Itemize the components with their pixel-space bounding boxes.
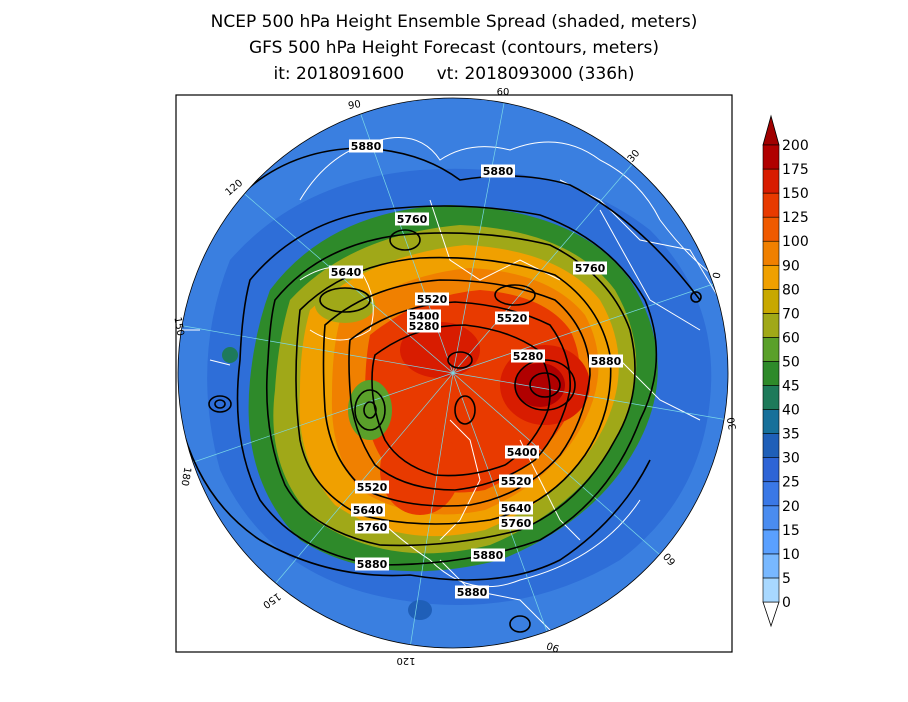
hemisphere-boundary <box>177 97 729 649</box>
colorbar-swatch <box>762 168 780 194</box>
colorbar-tick-label: 15 <box>782 523 800 539</box>
colorbar-swatch <box>762 553 780 579</box>
colorbar-tick-label: 60 <box>782 330 800 346</box>
contour-label: 5760 <box>501 517 532 530</box>
colorbar-tick-label: 45 <box>782 379 800 395</box>
contour-label-box <box>329 265 363 279</box>
colorbar-tick-label: 90 <box>782 258 800 274</box>
title-line-3: it: 2018091600 vt: 2018093000 (336h) <box>273 64 635 84</box>
colorbar-tick-label: 35 <box>782 427 800 443</box>
contour-label-layer: 5880 5880 5760 5640 5760 5520 5400 5280 5520 5280… <box>329 139 623 599</box>
colorbar-tick-label: 80 <box>782 282 800 298</box>
height-contours <box>179 147 702 633</box>
colorbar-tick-label: 50 <box>782 354 800 370</box>
contour-label-box <box>511 349 545 363</box>
contour-label-box <box>407 309 441 323</box>
longitude-label: 150 <box>171 316 185 337</box>
contour-label: 5640 <box>331 266 362 279</box>
longitude-label: 60 <box>497 87 510 98</box>
colorbar-swatch <box>762 505 780 531</box>
contour-label-box <box>495 311 529 325</box>
longitude-label: 90 <box>347 99 361 112</box>
contour-label-box <box>499 474 533 488</box>
contour-label-box <box>395 212 429 226</box>
colorbar-tick-label: 150 <box>782 186 809 202</box>
contour-label: 5760 <box>575 262 606 275</box>
colorbar-tick-label: 70 <box>782 306 800 322</box>
colorbar-swatch <box>762 481 780 507</box>
contour-label-box <box>355 520 389 534</box>
colorbar-tick-label: 30 <box>782 451 800 467</box>
longitude-label: 180 <box>178 466 192 487</box>
contour-label-box <box>351 503 385 517</box>
colorbar-swatch <box>762 216 780 242</box>
colorbar-swatch <box>762 385 780 410</box>
contour-label: 5520 <box>497 312 528 325</box>
colorbar-swatch <box>762 361 780 386</box>
contour-label: 5520 <box>501 475 532 488</box>
colorbar-tick-label: 10 <box>782 547 800 563</box>
contour-label: 5880 <box>483 165 514 178</box>
colorbar-tick-label: 20 <box>782 499 800 515</box>
title-line-1: NCEP 500 hPa Height Ensemble Spread (sha… <box>210 12 698 32</box>
contour-label: 5880 <box>591 355 622 368</box>
colorbar-tick-label: 0 <box>782 595 791 611</box>
contour-label-box <box>471 548 505 562</box>
contour-label: 5280 <box>513 350 544 363</box>
longitude-label: 0 <box>712 271 724 279</box>
contour-label: 5520 <box>357 481 388 494</box>
colorbar-swatch <box>762 264 780 290</box>
colorbar-swatch <box>762 577 780 603</box>
colorbar-swatch <box>762 192 780 218</box>
contour-label: 5880 <box>351 140 382 153</box>
colorbar-bottom-triangle <box>762 601 780 628</box>
longitude-label: 90 <box>545 639 561 654</box>
colorbar-swatch <box>762 529 780 555</box>
colorbar-tick-label: 175 <box>782 162 809 178</box>
contour-label: 5640 <box>501 502 532 515</box>
colorbar-swatch <box>762 144 780 170</box>
contour-label-box <box>589 354 623 368</box>
colorbar-swatch <box>762 409 780 434</box>
colorbar-top-triangle <box>762 114 780 146</box>
contour-label-box <box>349 139 383 153</box>
contour-label-box <box>499 516 533 530</box>
contour-label: 5760 <box>357 521 388 534</box>
colorbar-tick-label: 40 <box>782 403 800 419</box>
contour-label: 5880 <box>473 549 504 562</box>
title-line-2: GFS 500 hPa Height Forecast (contours, m… <box>249 38 659 58</box>
contour-label-box <box>407 319 441 333</box>
graticule <box>178 98 728 648</box>
colorbar-swatch <box>762 337 780 362</box>
colorbar-swatch <box>762 433 780 458</box>
contour-label-box <box>355 557 389 571</box>
contour-label: 5640 <box>353 504 384 517</box>
colorbar: 0 5 10 15 20 25 30 35 40 45 50 60 70 80 90 100 125 150 175… <box>762 114 809 628</box>
colorbar-swatch <box>762 457 780 483</box>
contour-label: 5280 <box>409 320 440 333</box>
contour-label: 5880 <box>457 586 488 599</box>
colorbar-tick-label: 5 <box>782 571 791 587</box>
contour-label-box <box>573 261 607 275</box>
contour-label: 5760 <box>397 213 428 226</box>
longitude-label: 120 <box>396 655 415 666</box>
longitude-label: 30 <box>726 416 739 430</box>
colorbar-swatch <box>762 313 780 338</box>
colorbar-tick-label: 200 <box>782 138 809 154</box>
colorbar-tick-label: 25 <box>782 475 800 491</box>
colorbar-tick-label: 100 <box>782 234 809 250</box>
contour-label: 5520 <box>417 293 448 306</box>
contour-label-box <box>455 585 489 599</box>
contour-label-box <box>499 501 533 515</box>
colorbar-swatch <box>762 240 780 266</box>
contour-label-box <box>505 445 539 459</box>
contour-label-box <box>355 480 389 494</box>
contour-label-box <box>415 292 449 306</box>
contour-label-box <box>481 164 515 178</box>
contour-label: 5400 <box>507 446 538 459</box>
colorbar-swatch <box>762 289 780 314</box>
contour-label: 5880 <box>357 558 388 571</box>
colorbar-tick-label: 125 <box>782 210 809 226</box>
